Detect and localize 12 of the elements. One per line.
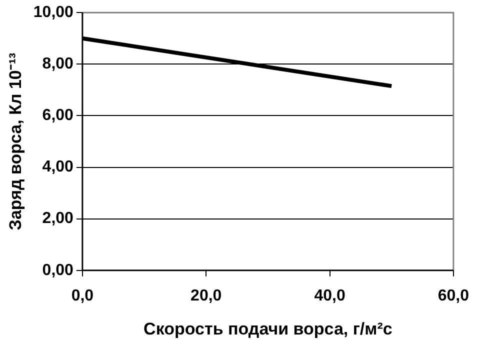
y-tick-label: 10,00 [33,4,74,22]
x-tick-label: 60,0 [438,287,470,304]
x-tick-label: 0,0 [71,287,94,304]
y-tick-label: 6,00 [42,107,74,124]
y-tick-label: 8,00 [42,56,74,73]
y-axis-title: Заряд ворса, Кл 10⁻¹³ [6,52,25,230]
x-tick-label: 40,0 [314,287,346,304]
y-tick-label: 4,00 [42,158,74,176]
x-axis-title: Скорость подачи ворса, г/м²с [144,319,392,338]
y-tick-label: 0,00 [42,262,74,279]
y-tick-label: 2,00 [42,210,74,228]
x-tick-label: 20,0 [190,287,222,304]
